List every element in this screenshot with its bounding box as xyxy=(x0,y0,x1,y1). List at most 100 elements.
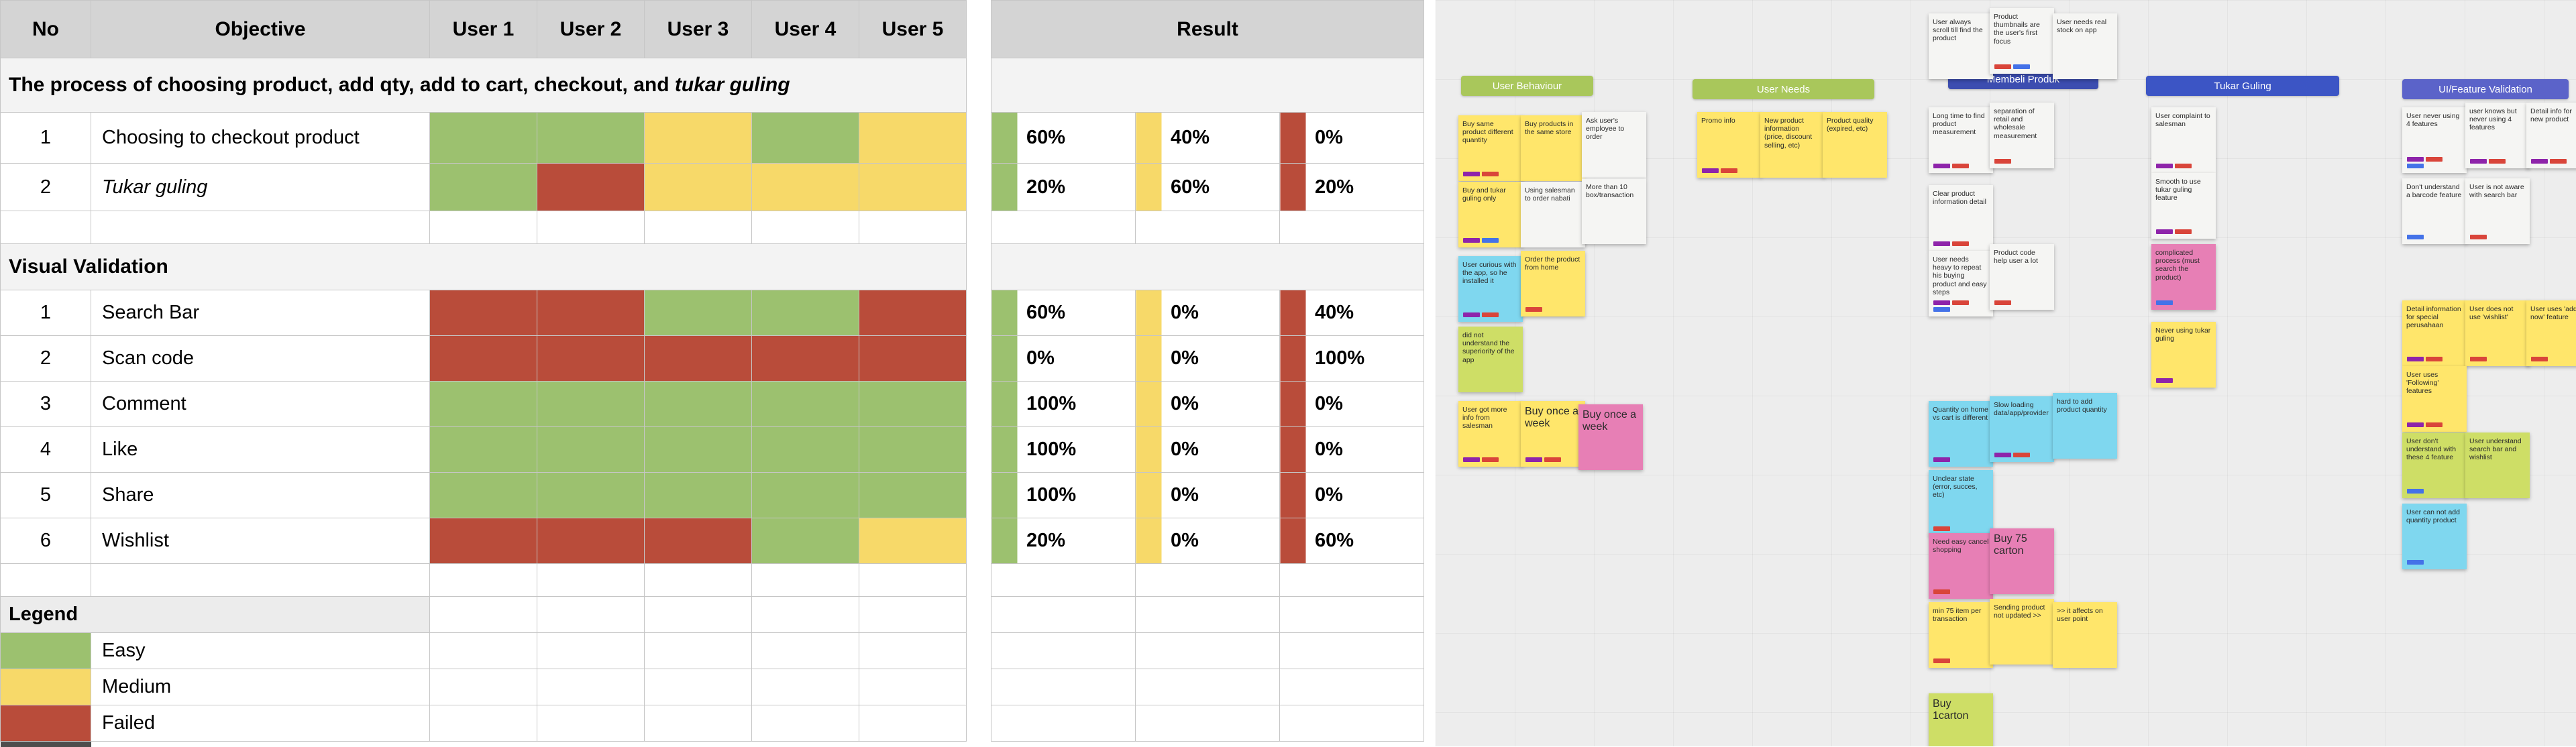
user-rating-cell[interactable] xyxy=(429,518,537,564)
sticky-note[interactable]: Buy 1carton xyxy=(1929,693,1993,746)
empty-cell[interactable] xyxy=(644,596,752,633)
sticky-note[interactable]: User does not use 'wishlist' xyxy=(2465,300,2530,366)
sticky-note[interactable]: User don't understand with these 4 featu… xyxy=(2402,433,2467,498)
empty-cell[interactable] xyxy=(537,563,645,597)
user-rating-cell[interactable] xyxy=(429,335,537,382)
sticky-note[interactable]: user knows but never using 4 features xyxy=(2465,103,2530,168)
empty-cell[interactable] xyxy=(537,211,645,244)
empty-cell[interactable] xyxy=(537,669,645,705)
sticky-note[interactable]: >> it affects on user point xyxy=(2053,602,2117,668)
sticky-note[interactable]: User needs real stock on app xyxy=(2053,13,2117,79)
user-rating-cell[interactable] xyxy=(859,472,967,518)
sticky-note[interactable]: User got more info from salesman xyxy=(1458,401,1523,467)
sticky-note[interactable]: Product thumbnails are the user's first … xyxy=(1990,8,2054,74)
empty-cell[interactable] xyxy=(991,669,1136,705)
user-rating-cell[interactable] xyxy=(859,381,967,427)
sticky-note[interactable]: More than 10 box/transaction xyxy=(1582,178,1646,244)
user-rating-cell[interactable] xyxy=(644,335,752,382)
sticky-note[interactable]: Buy 75 carton xyxy=(1990,528,2054,594)
empty-cell[interactable] xyxy=(1135,211,1280,244)
user-rating-cell[interactable] xyxy=(859,426,967,473)
user-rating-cell[interactable] xyxy=(859,163,967,211)
empty-cell[interactable] xyxy=(859,705,967,742)
empty-cell[interactable] xyxy=(644,563,752,597)
empty-cell[interactable] xyxy=(429,669,537,705)
sticky-note[interactable]: Product quality (expired, etc) xyxy=(1823,112,1887,178)
empty-cell[interactable] xyxy=(429,563,537,597)
user-rating-cell[interactable] xyxy=(644,472,752,518)
user-rating-cell[interactable] xyxy=(537,290,645,336)
sticky-note[interactable]: Clear product information detail xyxy=(1929,185,1993,251)
empty-cell[interactable] xyxy=(991,563,1136,597)
user-rating-cell[interactable] xyxy=(429,112,537,164)
sticky-note[interactable]: Buy same product different quantity xyxy=(1458,115,1523,181)
sticky-note[interactable]: min 75 item per transaction xyxy=(1929,602,1993,668)
user-rating-cell[interactable] xyxy=(644,290,752,336)
empty-cell[interactable] xyxy=(1279,563,1424,597)
sticky-note[interactable]: User always scroll till find the product xyxy=(1929,13,1993,79)
user-rating-cell[interactable] xyxy=(751,112,859,164)
empty-cell[interactable] xyxy=(1279,596,1424,633)
sticky-note[interactable]: User uses 'Following' features xyxy=(2402,366,2467,432)
empty-cell[interactable] xyxy=(751,632,859,669)
sticky-note[interactable]: complicated process (must search the pro… xyxy=(2151,244,2216,310)
sticky-note[interactable]: Buy products in the same store xyxy=(1521,115,1585,181)
user-rating-cell[interactable] xyxy=(537,518,645,564)
whiteboard-panel[interactable]: User Behaviour Buy same product different… xyxy=(1436,0,2576,746)
sticky-note[interactable]: hard to add product quantity xyxy=(2053,393,2117,459)
user-rating-cell[interactable] xyxy=(644,518,752,564)
empty-cell[interactable] xyxy=(644,669,752,705)
empty-cell[interactable] xyxy=(991,211,1136,244)
sticky-note[interactable]: Long time to find product measurement xyxy=(1929,107,1993,173)
sticky-note[interactable]: User uses 'add now' feature xyxy=(2526,300,2576,366)
empty-cell[interactable] xyxy=(751,596,859,633)
user-rating-cell[interactable] xyxy=(751,335,859,382)
user-rating-cell[interactable] xyxy=(751,381,859,427)
empty-cell[interactable] xyxy=(751,563,859,597)
empty-cell[interactable] xyxy=(859,632,967,669)
user-rating-cell[interactable] xyxy=(751,472,859,518)
empty-cell[interactable] xyxy=(1135,669,1280,705)
empty-cell[interactable] xyxy=(1135,563,1280,597)
empty-cell[interactable] xyxy=(991,596,1136,633)
user-rating-cell[interactable] xyxy=(859,335,967,382)
empty-cell[interactable] xyxy=(859,563,967,597)
user-rating-cell[interactable] xyxy=(429,381,537,427)
user-rating-cell[interactable] xyxy=(751,518,859,564)
empty-cell[interactable] xyxy=(1279,669,1424,705)
user-rating-cell[interactable] xyxy=(644,163,752,211)
user-rating-cell[interactable] xyxy=(751,163,859,211)
sticky-note[interactable]: User is not aware with search bar xyxy=(2465,178,2530,244)
user-rating-cell[interactable] xyxy=(537,163,645,211)
user-rating-cell[interactable] xyxy=(859,112,967,164)
sticky-note[interactable]: Order the product from home xyxy=(1521,251,1585,317)
user-rating-cell[interactable] xyxy=(644,381,752,427)
user-rating-cell[interactable] xyxy=(537,381,645,427)
sticky-note[interactable]: User complaint to salesman xyxy=(2151,107,2216,173)
sticky-note[interactable]: User never using 4 features xyxy=(2402,107,2467,173)
sticky-note[interactable]: Buy and tukar guling only xyxy=(1458,182,1523,247)
user-rating-cell[interactable] xyxy=(537,472,645,518)
empty-cell[interactable] xyxy=(91,563,430,597)
sticky-note[interactable]: Using salesman to order nabati xyxy=(1521,182,1585,247)
empty-cell[interactable] xyxy=(429,632,537,669)
sticky-note[interactable]: Slow loading data/app/provider xyxy=(1990,396,2054,462)
empty-cell[interactable] xyxy=(537,596,645,633)
empty-cell[interactable] xyxy=(429,705,537,742)
sticky-note[interactable]: Product code help user a lot xyxy=(1990,244,2054,310)
empty-cell[interactable] xyxy=(859,669,967,705)
sticky-note[interactable]: New product information (price, discount… xyxy=(1760,112,1825,178)
user-rating-cell[interactable] xyxy=(644,112,752,164)
empty-cell[interactable] xyxy=(1135,596,1280,633)
user-rating-cell[interactable] xyxy=(429,163,537,211)
sticky-note[interactable]: Don't understand a barcode feature xyxy=(2402,178,2467,244)
user-rating-cell[interactable] xyxy=(751,290,859,336)
empty-cell[interactable] xyxy=(751,669,859,705)
sticky-note[interactable]: Smooth to use tukar guling feature xyxy=(2151,173,2216,239)
sticky-note[interactable]: Detail info for new product xyxy=(2526,103,2576,168)
sticky-note[interactable]: Promo info xyxy=(1697,112,1762,178)
empty-cell[interactable] xyxy=(429,596,537,633)
empty-cell[interactable] xyxy=(91,211,430,244)
empty-cell[interactable] xyxy=(991,705,1136,742)
user-rating-cell[interactable] xyxy=(537,112,645,164)
